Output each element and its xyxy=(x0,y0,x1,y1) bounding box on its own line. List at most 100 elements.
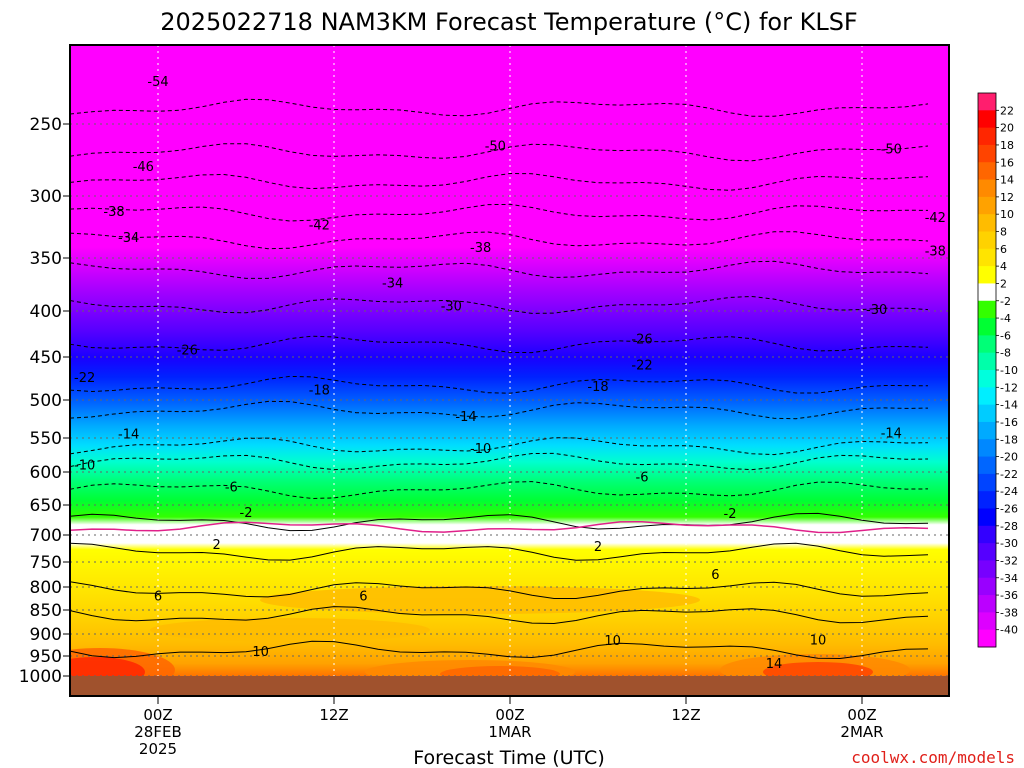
colorbar-label: -8 xyxy=(1000,347,1011,360)
colorbar-swatch xyxy=(978,595,996,613)
colorbar-label: -12 xyxy=(1000,381,1018,394)
contour-line xyxy=(70,606,929,625)
contour-label: 10 xyxy=(810,633,827,648)
contour-label: -42 xyxy=(925,211,946,226)
colorbar-label: -34 xyxy=(1000,572,1018,585)
y-tick-label: 650 xyxy=(30,496,62,516)
contour-line xyxy=(70,335,929,354)
colorbar-label: 14 xyxy=(1000,174,1014,187)
colorbar-swatch xyxy=(978,560,996,579)
colorbar-legend: 22 20 18 16 14 12 10 8 6 4 2 -2 -4 -6 -8 -10 -12 -14 -16 -1… xyxy=(977,92,1018,648)
y-tick-label: 350 xyxy=(30,249,62,269)
colorbar-swatch xyxy=(978,387,996,406)
colorbar-label: 20 xyxy=(1000,122,1014,135)
x-tick-label: 00Z xyxy=(847,706,876,724)
colorbar-label: -24 xyxy=(1000,485,1018,498)
y-tick-label: 700 xyxy=(30,526,62,546)
contour-label: -14 xyxy=(118,427,139,442)
colorbar-swatch xyxy=(978,525,996,544)
colorbar-label: -16 xyxy=(1000,416,1018,429)
contour-label: -18 xyxy=(309,384,330,399)
colorbar-label: -22 xyxy=(1000,468,1018,481)
colorbar-swatch xyxy=(978,491,996,509)
contour-label: 2 xyxy=(594,540,602,555)
colorbar-swatch xyxy=(978,335,996,354)
colorbar-swatch xyxy=(978,300,996,319)
contour-line xyxy=(70,481,929,500)
y-tick-label: 400 xyxy=(30,302,62,322)
colorbar-swatch xyxy=(978,214,996,232)
y-tick-label: 500 xyxy=(30,391,62,411)
colorbar-swatch xyxy=(978,352,996,371)
contour-label: 14 xyxy=(766,657,783,672)
colorbar-label: 18 xyxy=(1000,139,1014,152)
contour-label: -2 xyxy=(724,507,737,522)
colorbar-swatch xyxy=(978,93,996,111)
x-tick-date: 1MAR xyxy=(488,723,531,741)
contour-label: -50 xyxy=(881,142,902,157)
contour-label: -18 xyxy=(587,380,608,395)
colorbar-swatch xyxy=(978,283,996,302)
y-tick-label: 750 xyxy=(30,553,62,573)
colorbar-label: -2 xyxy=(1000,295,1011,308)
x-tick-label: 12Z xyxy=(319,706,348,724)
colorbar-label: 12 xyxy=(1000,191,1014,204)
contour-label: -46 xyxy=(133,160,154,175)
contour-line xyxy=(70,231,929,250)
x-tick-date: 2MAR xyxy=(840,723,883,741)
y-tick-label: 250 xyxy=(30,115,62,135)
contour-line xyxy=(70,260,929,279)
contour-label: -26 xyxy=(177,344,198,359)
contour-line xyxy=(70,375,929,394)
y-tick-label: 300 xyxy=(30,187,62,207)
contour-line xyxy=(70,542,929,561)
contour-label: -14 xyxy=(455,410,476,425)
y-tick-label: 850 xyxy=(30,601,62,621)
y-tick-label: 450 xyxy=(30,348,62,368)
surface-ground xyxy=(70,676,949,696)
x-tick-label: 00Z xyxy=(143,706,172,724)
contour-line xyxy=(70,437,929,456)
contour-label: 6 xyxy=(154,589,162,604)
colorbar-swatch xyxy=(978,318,996,336)
y-tick-label: 800 xyxy=(30,578,62,598)
colorbar-swatch xyxy=(978,162,996,181)
contour-label: -6 xyxy=(225,481,238,496)
colorbar-swatch xyxy=(978,110,996,129)
colorbar-swatch xyxy=(978,370,996,388)
colorbar-swatch xyxy=(978,127,996,146)
colorbar-swatch xyxy=(978,196,996,215)
contour-line xyxy=(70,640,929,660)
contour-line xyxy=(70,295,929,314)
colorbar-label: -36 xyxy=(1000,589,1018,602)
colorbar-label: -38 xyxy=(1000,606,1018,619)
x-tick-label: 00Z xyxy=(495,706,524,724)
y-tick-label: 550 xyxy=(30,429,62,449)
colorbar-swatch xyxy=(978,248,996,267)
colorbar-swatch xyxy=(978,439,996,458)
colorbar-label: 10 xyxy=(1000,208,1014,221)
colorbar-label: -10 xyxy=(1000,364,1018,377)
contour-line xyxy=(70,98,929,117)
colorbar-swatch xyxy=(978,543,996,561)
contour-line xyxy=(70,172,929,191)
contour-label: -2 xyxy=(240,506,253,521)
contour-line xyxy=(70,143,929,162)
x-tick-label: 12Z xyxy=(671,706,700,724)
y-tick-label: 950 xyxy=(30,647,62,667)
colorbar-swatch xyxy=(978,577,996,596)
colorbar-label: -32 xyxy=(1000,554,1018,567)
colorbar-label: 2 xyxy=(1000,277,1007,290)
colorbar-swatch xyxy=(978,144,996,163)
freezing-line xyxy=(70,520,929,534)
colorbar-label: -14 xyxy=(1000,399,1018,412)
contour-label: 10 xyxy=(604,634,621,649)
contour-label: -38 xyxy=(103,205,124,220)
colorbar-swatch xyxy=(978,266,996,284)
y-tick-label: 900 xyxy=(30,625,62,645)
colorbar-label: 16 xyxy=(1000,156,1014,169)
colorbar-label: -20 xyxy=(1000,451,1018,464)
contour-label: -10 xyxy=(954,457,975,472)
